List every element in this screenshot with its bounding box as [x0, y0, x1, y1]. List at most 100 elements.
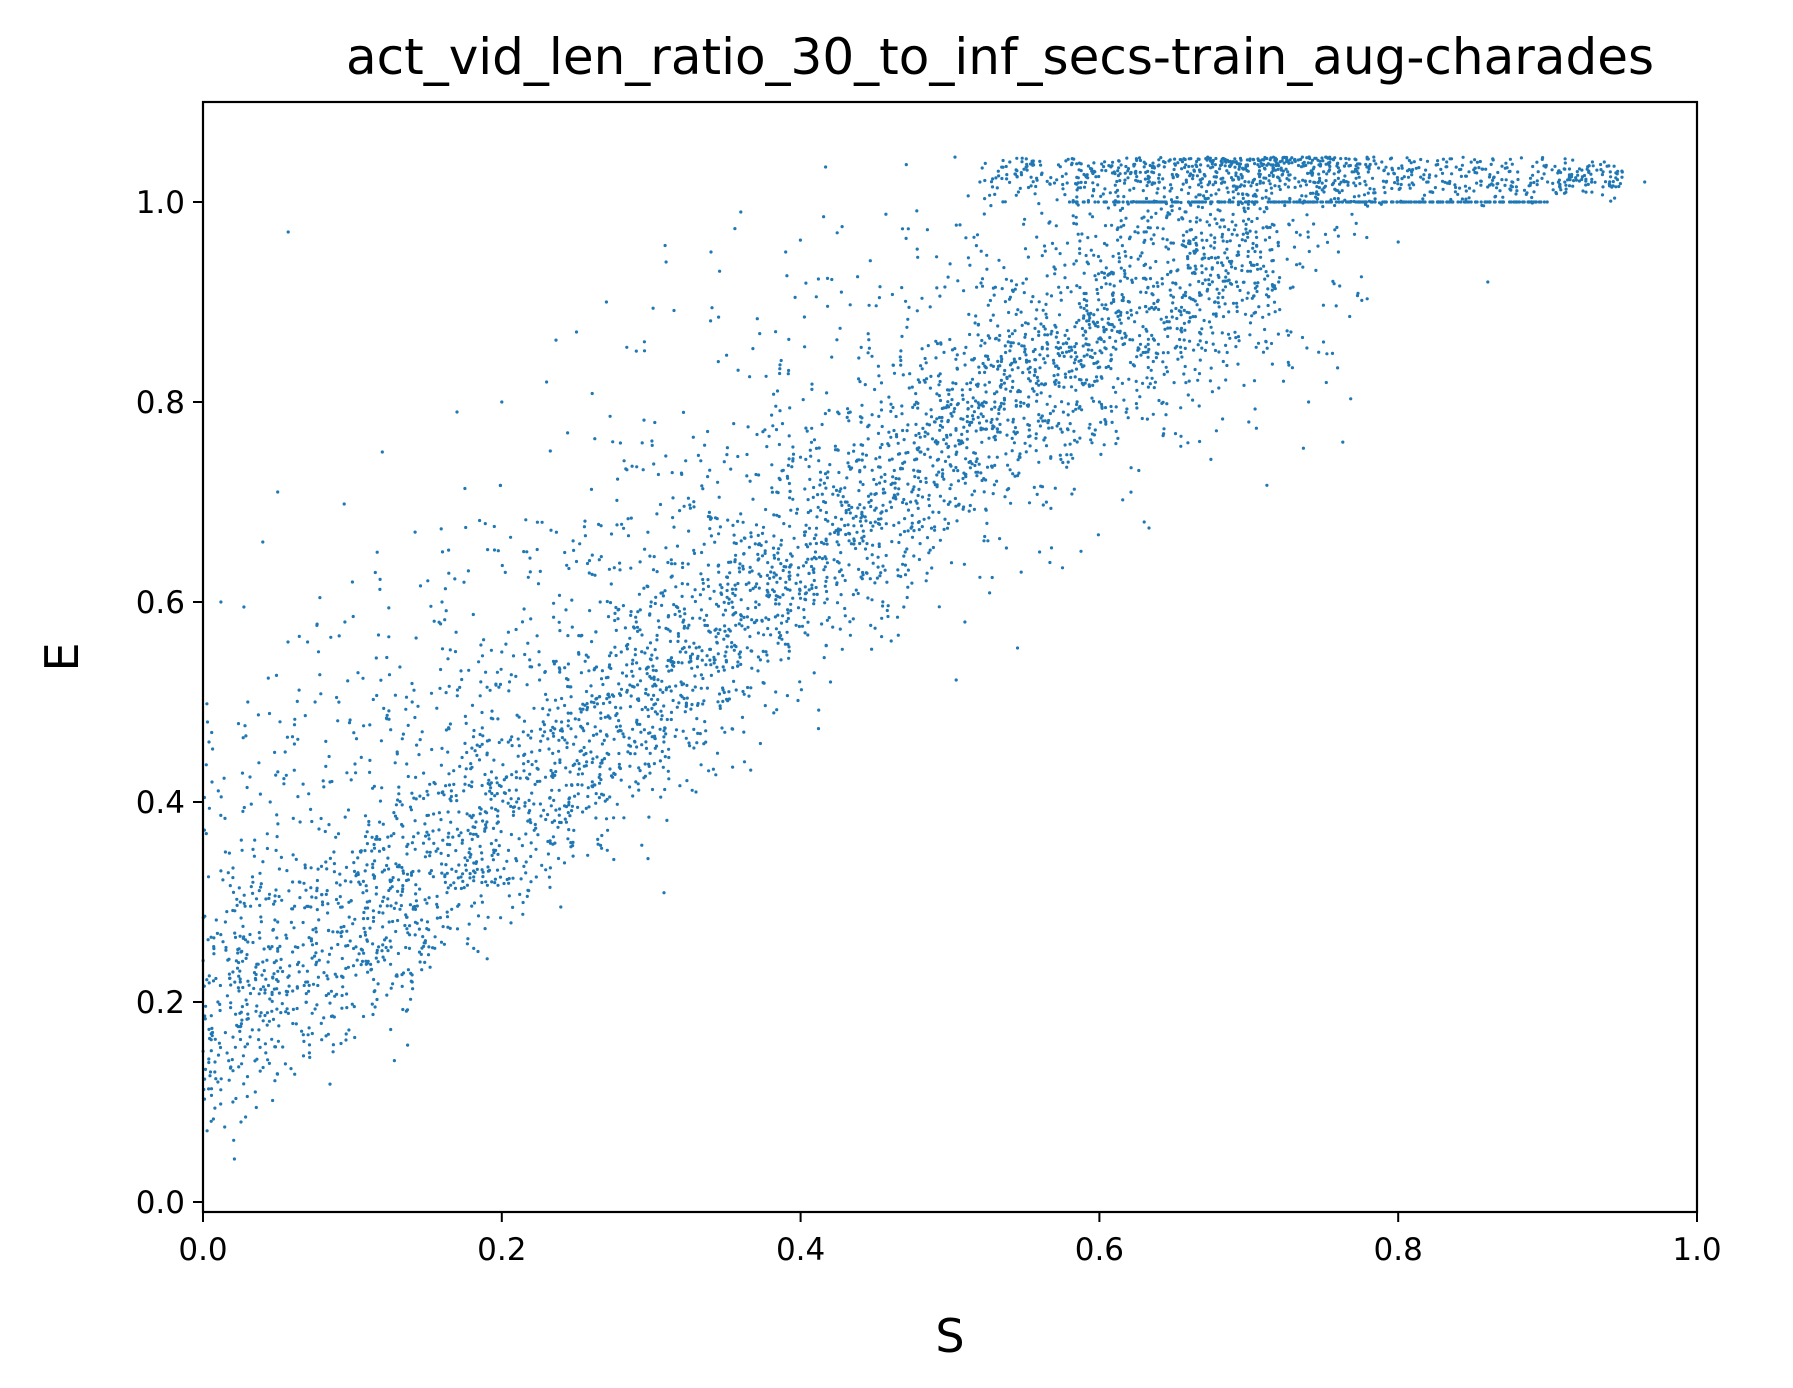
data-point	[771, 546, 776, 550]
data-point	[1247, 180, 1251, 184]
data-point	[440, 746, 444, 751]
data-point	[925, 536, 930, 540]
data-point	[1210, 255, 1214, 260]
data-point	[618, 692, 622, 696]
data-point	[856, 275, 860, 279]
data-point	[1069, 290, 1073, 294]
data-point	[1175, 316, 1179, 321]
data-point	[504, 775, 508, 780]
data-point	[527, 889, 531, 893]
data-point	[293, 945, 297, 949]
data-point	[406, 968, 410, 972]
data-point	[950, 414, 954, 418]
data-point	[798, 596, 803, 600]
data-point	[254, 965, 258, 969]
data-point	[1207, 223, 1212, 227]
data-point	[273, 1045, 277, 1049]
data-point	[366, 970, 370, 974]
data-point	[776, 557, 781, 561]
data-point	[381, 943, 385, 947]
data-point	[207, 974, 211, 978]
data-point	[686, 626, 690, 630]
data-point	[1258, 179, 1262, 183]
data-point	[1114, 390, 1118, 394]
data-point	[1004, 546, 1009, 550]
data-point	[1262, 264, 1266, 268]
data-point	[379, 739, 383, 743]
data-point	[874, 457, 878, 461]
data-point	[621, 732, 625, 736]
data-point	[966, 194, 970, 198]
data-point	[543, 730, 547, 734]
data-point	[934, 356, 938, 360]
data-point	[218, 1002, 222, 1007]
data-point	[776, 641, 780, 645]
data-point	[1082, 271, 1086, 275]
data-point	[946, 400, 950, 404]
data-point	[340, 956, 344, 961]
data-point	[1305, 156, 1309, 160]
data-point	[779, 633, 783, 638]
data-point	[431, 946, 435, 950]
data-point	[1153, 380, 1157, 384]
data-point	[584, 751, 588, 756]
data-point	[579, 671, 584, 675]
data-point	[1058, 453, 1062, 457]
data-point	[652, 693, 656, 698]
data-point	[386, 835, 390, 839]
data-point	[1166, 260, 1170, 264]
data-point	[559, 820, 563, 825]
data-point	[879, 408, 884, 412]
data-point	[1116, 194, 1120, 198]
data-point	[893, 481, 897, 485]
data-point	[257, 992, 261, 996]
data-point	[814, 533, 818, 537]
data-point	[243, 724, 247, 728]
data-point	[857, 567, 861, 572]
data-point	[725, 645, 729, 649]
data-point	[889, 409, 893, 413]
data-point	[762, 633, 766, 637]
data-point	[586, 853, 590, 857]
data-point	[935, 458, 940, 462]
data-point	[1159, 207, 1163, 211]
data-point	[381, 955, 385, 959]
data-point	[579, 749, 584, 753]
data-point	[949, 464, 953, 468]
data-point	[701, 676, 705, 681]
data-point	[1065, 241, 1070, 245]
data-point	[810, 426, 814, 430]
data-point	[481, 870, 485, 874]
data-point	[534, 826, 538, 830]
data-point	[1312, 222, 1316, 226]
data-point	[765, 594, 769, 598]
data-point	[461, 872, 465, 876]
data-point	[809, 440, 814, 444]
data-point	[359, 963, 363, 967]
data-point	[231, 908, 235, 913]
data-point	[965, 382, 969, 386]
data-point	[1022, 416, 1026, 420]
data-point	[835, 581, 839, 585]
data-point	[492, 848, 496, 852]
data-point	[927, 497, 931, 501]
data-point	[1059, 298, 1063, 302]
data-point	[708, 517, 713, 521]
data-point	[927, 551, 931, 555]
data-point	[1011, 420, 1015, 424]
data-point	[1144, 290, 1148, 295]
data-point	[1173, 346, 1177, 350]
data-point	[286, 1011, 290, 1016]
data-point	[1093, 274, 1097, 278]
data-point	[462, 886, 466, 890]
data-point	[279, 855, 283, 860]
data-point	[1016, 308, 1020, 312]
data-point	[989, 420, 993, 424]
data-point	[1023, 247, 1028, 251]
data-point	[599, 716, 603, 721]
data-point	[328, 1001, 332, 1005]
data-point	[709, 663, 713, 667]
data-point	[997, 258, 1001, 262]
data-point	[1058, 252, 1062, 256]
data-point	[669, 689, 673, 693]
